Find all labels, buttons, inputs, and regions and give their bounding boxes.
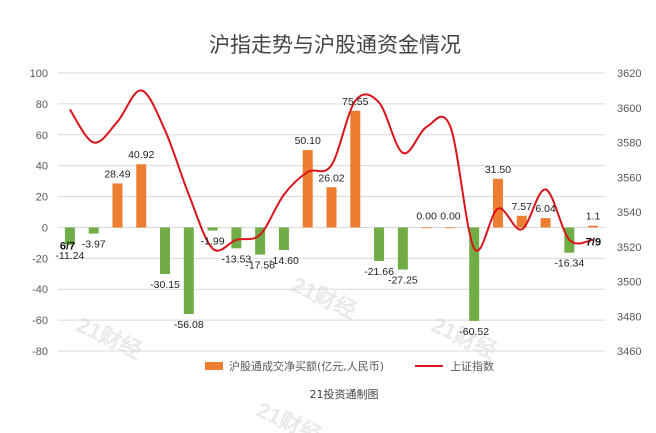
data-label-layer: -11.24-3.97 28.49 40.92 -30.15 -56.08 -1.99 -1… — [55, 96, 600, 338]
left-tick-label: 100 — [30, 68, 48, 80]
right-tick-label: 3580 — [617, 138, 641, 150]
right-axis: 3460 3480 3500 3520 3540 3560 3580 3600 3620 — [617, 68, 641, 358]
bar-20 — [516, 215, 527, 228]
left-tick-label: 80 — [36, 99, 48, 111]
data-label-5: -30.15 — [150, 279, 180, 291]
data-label-2: -3.97 — [82, 239, 106, 251]
data-label-6: -56.08 — [174, 319, 204, 331]
data-label-21: 6.04 — [535, 203, 556, 215]
bar-5 — [160, 227, 171, 275]
data-label-17: 0.00 — [440, 210, 461, 222]
bar-16 — [421, 227, 432, 229]
data-label-3: 28.49 — [104, 168, 130, 180]
left-tick-label: -80 — [32, 346, 48, 358]
bar-7 — [207, 227, 218, 231]
data-label-14: -21.66 — [364, 266, 394, 278]
data-label-10: -14.60 — [269, 255, 299, 267]
data-label-8: -13.53 — [221, 253, 251, 265]
right-tick-label: 3460 — [617, 346, 641, 358]
legend: 沪股通成交净买额(亿元,人民币) 上证指数 — [205, 359, 494, 373]
legend-line-label: 上证指数 — [450, 359, 494, 373]
bar-6 — [183, 227, 194, 315]
right-tick-label: 3600 — [617, 103, 641, 115]
date-marker-start: 6/7 — [60, 240, 75, 252]
data-label-1: -11.24 — [55, 250, 84, 262]
left-tick-label: 40 — [36, 161, 48, 173]
left-axis: -80 -60 -40 -20 0 20 40 60 80 100 — [30, 68, 48, 358]
data-label-12: 26.02 — [318, 172, 344, 184]
bar-11 — [302, 150, 313, 228]
data-label-4: 40.92 — [128, 149, 154, 161]
data-label-7: -1.99 — [201, 236, 225, 248]
data-label-20: 7.57 — [512, 201, 533, 213]
bar-15 — [397, 227, 408, 270]
date-marker-layer: 6/7 7/9 — [60, 236, 601, 252]
bar-9 — [255, 227, 266, 255]
watermark-4: 21财经 — [253, 397, 326, 433]
left-tick-label: 20 — [36, 192, 48, 204]
left-tick-label: 0 — [42, 222, 48, 234]
bar-4 — [136, 164, 147, 228]
bar-17 — [445, 227, 456, 229]
bar-8 — [231, 227, 242, 249]
line-layer — [69, 89, 594, 252]
legend-bar-swatch — [205, 362, 223, 370]
bar-13 — [350, 110, 361, 228]
bar-3 — [112, 183, 123, 228]
left-tick-label: 60 — [36, 130, 48, 142]
data-label-23: 1.1 — [586, 211, 601, 223]
right-tick-label: 3480 — [617, 311, 641, 323]
bar-21 — [540, 218, 551, 228]
data-label-11: 50.10 — [295, 135, 321, 147]
data-label-22: -16.34 — [554, 258, 584, 270]
legend-bar-label: 沪股通成交净买额(亿元,人民币) — [229, 359, 384, 373]
bar-19 — [492, 178, 503, 228]
bar-1 — [64, 227, 75, 245]
right-tick-label: 3560 — [617, 172, 641, 184]
bar-10 — [278, 227, 289, 250]
data-label-19: 31.50 — [485, 164, 511, 176]
data-label-16: 0.00 — [416, 210, 437, 222]
right-tick-label: 3500 — [617, 277, 641, 289]
right-tick-label: 3520 — [617, 242, 641, 254]
bar-14 — [374, 227, 385, 261]
source-label: 21投资通制图 — [310, 387, 379, 401]
bar-2 — [88, 227, 99, 234]
data-label-13: 75.55 — [342, 96, 368, 108]
watermark-2: 21财经 — [288, 272, 361, 324]
bar-18 — [469, 227, 480, 321]
bar-23 — [588, 225, 599, 228]
data-label-18: -60.52 — [459, 326, 489, 338]
bar-12 — [326, 187, 337, 228]
date-marker-end: 7/9 — [586, 236, 601, 248]
left-tick-label: -40 — [32, 284, 48, 296]
right-tick-label: 3620 — [617, 68, 641, 80]
right-tick-label: 3540 — [617, 207, 641, 219]
data-label-15: -27.25 — [388, 275, 418, 287]
left-tick-label: -60 — [32, 315, 48, 327]
data-label-9: -17.56 — [245, 260, 275, 272]
chart-title: 沪指走势与沪股通资金情况 — [209, 33, 461, 57]
left-tick-label: -20 — [32, 253, 48, 265]
index-line — [69, 89, 594, 252]
